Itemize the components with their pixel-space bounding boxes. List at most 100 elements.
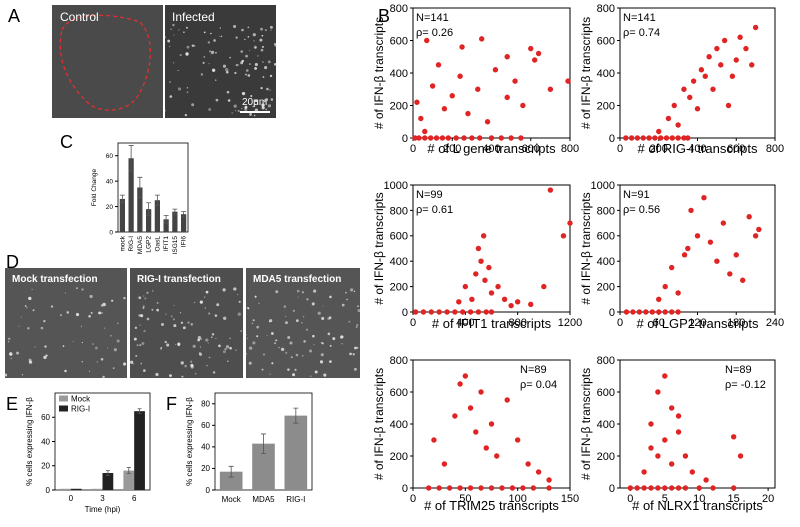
y-axis-label: # of IFN-β transcripts [372, 368, 386, 480]
speckle [66, 311, 70, 314]
image-label: RIG-I transfection [137, 274, 221, 285]
x-tick-label: 1200 [558, 317, 582, 329]
speckle [110, 335, 112, 337]
point [720, 220, 727, 226]
speckle [207, 342, 209, 344]
point [422, 128, 428, 135]
speckle [244, 107, 248, 111]
speckle [191, 103, 195, 107]
speckle [285, 351, 288, 354]
x-tick-label: 800 [508, 317, 526, 329]
point [640, 135, 646, 141]
y-tick-label: 0 [609, 483, 615, 495]
speckle [244, 38, 246, 41]
y-tick-label: 600 [390, 231, 408, 243]
x-axis-label: # of NLRX1 transcripts [632, 498, 763, 513]
speckle [190, 363, 194, 368]
point [457, 485, 463, 491]
speckle [254, 46, 257, 49]
error-bar [126, 467, 131, 475]
speckle [254, 295, 257, 298]
speckle [141, 342, 145, 345]
point [475, 86, 481, 92]
speckle [28, 296, 32, 301]
speckle [193, 301, 196, 304]
speckle [117, 322, 119, 325]
point [668, 309, 675, 315]
point [641, 485, 647, 491]
speckle [269, 74, 273, 78]
point [681, 252, 688, 258]
legend-label: RIG-I [71, 405, 90, 414]
point [546, 477, 552, 483]
speckle [301, 291, 304, 294]
speckle [302, 355, 304, 357]
point [669, 135, 676, 141]
speckle [199, 300, 203, 304]
point [623, 135, 629, 141]
speckle [274, 62, 277, 66]
speckle [248, 50, 250, 52]
bar [134, 411, 145, 490]
x-axis-label: # of TRIM25 transcripts [424, 498, 559, 513]
point [696, 485, 702, 491]
point [668, 405, 675, 411]
speckle [303, 340, 306, 343]
speckle [241, 92, 245, 95]
speckle [216, 303, 220, 307]
speckle [200, 338, 203, 341]
x-tick-label: 400 [482, 143, 500, 155]
speckle [187, 321, 190, 324]
speckle [72, 340, 74, 343]
speckle [206, 364, 208, 367]
point [494, 453, 500, 459]
y-tick-label: 200 [597, 100, 615, 112]
panel-letter: F [166, 394, 177, 414]
speckle [225, 68, 229, 72]
speckle [136, 344, 139, 347]
point [689, 469, 696, 475]
point [480, 233, 487, 239]
speckle [238, 300, 241, 303]
error-bar [228, 465, 234, 478]
point [740, 277, 746, 283]
point [725, 102, 732, 109]
y-tick-label: 40 [201, 443, 210, 452]
speckle [253, 114, 256, 117]
speckle [237, 312, 241, 316]
point [412, 135, 418, 141]
speckle [314, 370, 318, 374]
speckle [204, 307, 207, 309]
point [648, 421, 654, 427]
speckle [278, 346, 280, 349]
speckle [182, 326, 186, 330]
point [655, 453, 661, 459]
speckle [169, 81, 171, 83]
point [546, 485, 552, 491]
point [478, 258, 484, 264]
point [656, 128, 662, 135]
y-tick-label: 400 [390, 419, 408, 431]
speckle [353, 367, 357, 371]
point [473, 429, 479, 435]
speckle [241, 59, 244, 63]
speckle [202, 61, 205, 64]
bar [70, 488, 82, 490]
speckle [160, 347, 162, 349]
speckle [254, 66, 258, 70]
bar [219, 471, 243, 490]
point [504, 94, 510, 101]
y-tick-label: 40 [41, 437, 50, 446]
point [486, 264, 492, 271]
point [681, 135, 687, 141]
speckle [348, 320, 351, 323]
speckle [294, 368, 297, 371]
speckle [179, 53, 182, 57]
speckle [183, 31, 185, 34]
x-tick-label: RIG-I [128, 236, 135, 252]
point [641, 469, 647, 475]
point [737, 453, 744, 459]
bar [119, 198, 125, 232]
x-tick-label: 60 [653, 317, 665, 329]
speckle [116, 339, 120, 343]
